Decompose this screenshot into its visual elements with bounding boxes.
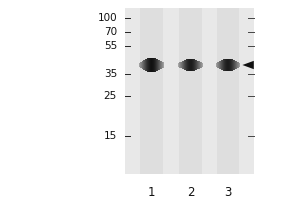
Bar: [140, 8, 163, 174]
Text: 55: 55: [104, 41, 117, 51]
Bar: [124, 8, 254, 174]
Text: 35: 35: [104, 69, 117, 79]
Text: 25: 25: [104, 91, 117, 101]
Text: 15: 15: [104, 131, 117, 141]
Bar: [217, 8, 239, 174]
Text: 3: 3: [224, 186, 232, 199]
Polygon shape: [242, 61, 254, 69]
Text: 70: 70: [104, 27, 117, 37]
Bar: [179, 8, 202, 174]
Text: 2: 2: [187, 186, 194, 199]
Text: 1: 1: [148, 186, 155, 199]
Text: 100: 100: [98, 13, 117, 23]
